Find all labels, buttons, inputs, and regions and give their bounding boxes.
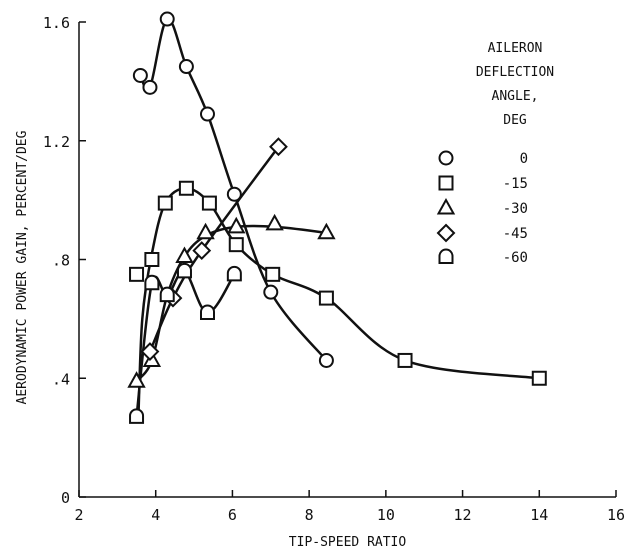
series-line xyxy=(148,145,280,352)
square-marker xyxy=(144,252,160,267)
series-markers xyxy=(127,11,547,424)
y-tick-label: 1.6 xyxy=(43,14,70,32)
square-marker xyxy=(129,266,145,282)
y-tick-label: 0 xyxy=(61,489,70,507)
triangle-marker xyxy=(196,222,215,240)
square-marker xyxy=(318,290,334,306)
triangle-marker xyxy=(265,213,284,231)
legend-title-line: DEFLECTION xyxy=(476,65,554,80)
y-tick-label: .4 xyxy=(52,370,70,388)
circle-marker xyxy=(178,59,194,75)
dome-marker xyxy=(199,304,215,320)
x-axis-title: TIP-SPEED RATIO xyxy=(289,535,407,550)
legend-square-marker xyxy=(438,175,454,191)
dome-marker xyxy=(176,262,192,279)
circle-marker xyxy=(318,352,334,368)
dome-marker xyxy=(159,286,175,303)
legend-dome-marker xyxy=(438,248,454,264)
triangle-marker xyxy=(317,222,336,240)
x-tick-label: 10 xyxy=(377,506,395,524)
dome-marker xyxy=(129,408,145,424)
legend-title-line: ANGLE, xyxy=(492,89,539,104)
circle-marker xyxy=(226,186,242,202)
triangle-marker xyxy=(142,350,162,367)
axis-ticks: 2 4 6 8 10 12 14 16 0 .4 .8 1.2 1.6 xyxy=(43,14,625,524)
x-tick-label: 16 xyxy=(607,506,625,524)
circle-marker xyxy=(199,106,215,122)
x-tick-label: 4 xyxy=(151,506,160,524)
triangle-marker xyxy=(227,216,246,234)
diamond-marker xyxy=(269,137,288,157)
square-marker xyxy=(228,237,244,253)
legend-title-line: AILERON xyxy=(488,41,543,56)
x-tick-label: 12 xyxy=(454,506,472,524)
dome-marker xyxy=(226,265,242,282)
legend-entries: 0 -15 -30 -45 -60 xyxy=(436,150,528,266)
square-marker xyxy=(531,370,547,386)
circle-marker xyxy=(159,11,175,27)
diamond-marker xyxy=(140,342,160,361)
square-marker xyxy=(397,352,413,368)
square-marker xyxy=(178,180,194,196)
legend-title-line: DEG xyxy=(503,113,527,128)
x-tick-label: 6 xyxy=(228,506,237,524)
square-marker xyxy=(265,266,281,282)
legend-label: -30 xyxy=(503,201,528,217)
circle-marker xyxy=(263,284,279,300)
diamond-marker xyxy=(192,241,212,261)
legend-label: -15 xyxy=(503,176,528,192)
dome-marker xyxy=(144,274,160,291)
legend: AILERON DEFLECTION ANGLE, DEG 0 -15 -30 -45… xyxy=(436,41,554,266)
x-tick-label: 8 xyxy=(305,506,314,524)
y-tick-label: .8 xyxy=(52,252,70,270)
y-tick-label: 1.2 xyxy=(43,133,70,151)
x-tick-label: 14 xyxy=(530,506,548,524)
square-marker xyxy=(201,195,217,211)
y-axis-title: AERODYNAMIC POWER GAIN, PERCENT/DEG xyxy=(15,130,30,404)
legend-label: 0 xyxy=(520,151,528,167)
circle-marker xyxy=(132,67,148,83)
triangle-marker xyxy=(175,246,194,264)
legend-label: -60 xyxy=(503,250,528,266)
circle-marker xyxy=(142,79,158,95)
legend-circle-marker xyxy=(438,150,454,166)
legend-label: -45 xyxy=(503,226,528,242)
x-tick-label: 2 xyxy=(74,506,83,524)
legend-triangle-marker xyxy=(436,197,456,215)
legend-diamond-marker xyxy=(436,223,456,243)
square-marker xyxy=(157,195,173,211)
triangle-marker xyxy=(127,371,146,388)
